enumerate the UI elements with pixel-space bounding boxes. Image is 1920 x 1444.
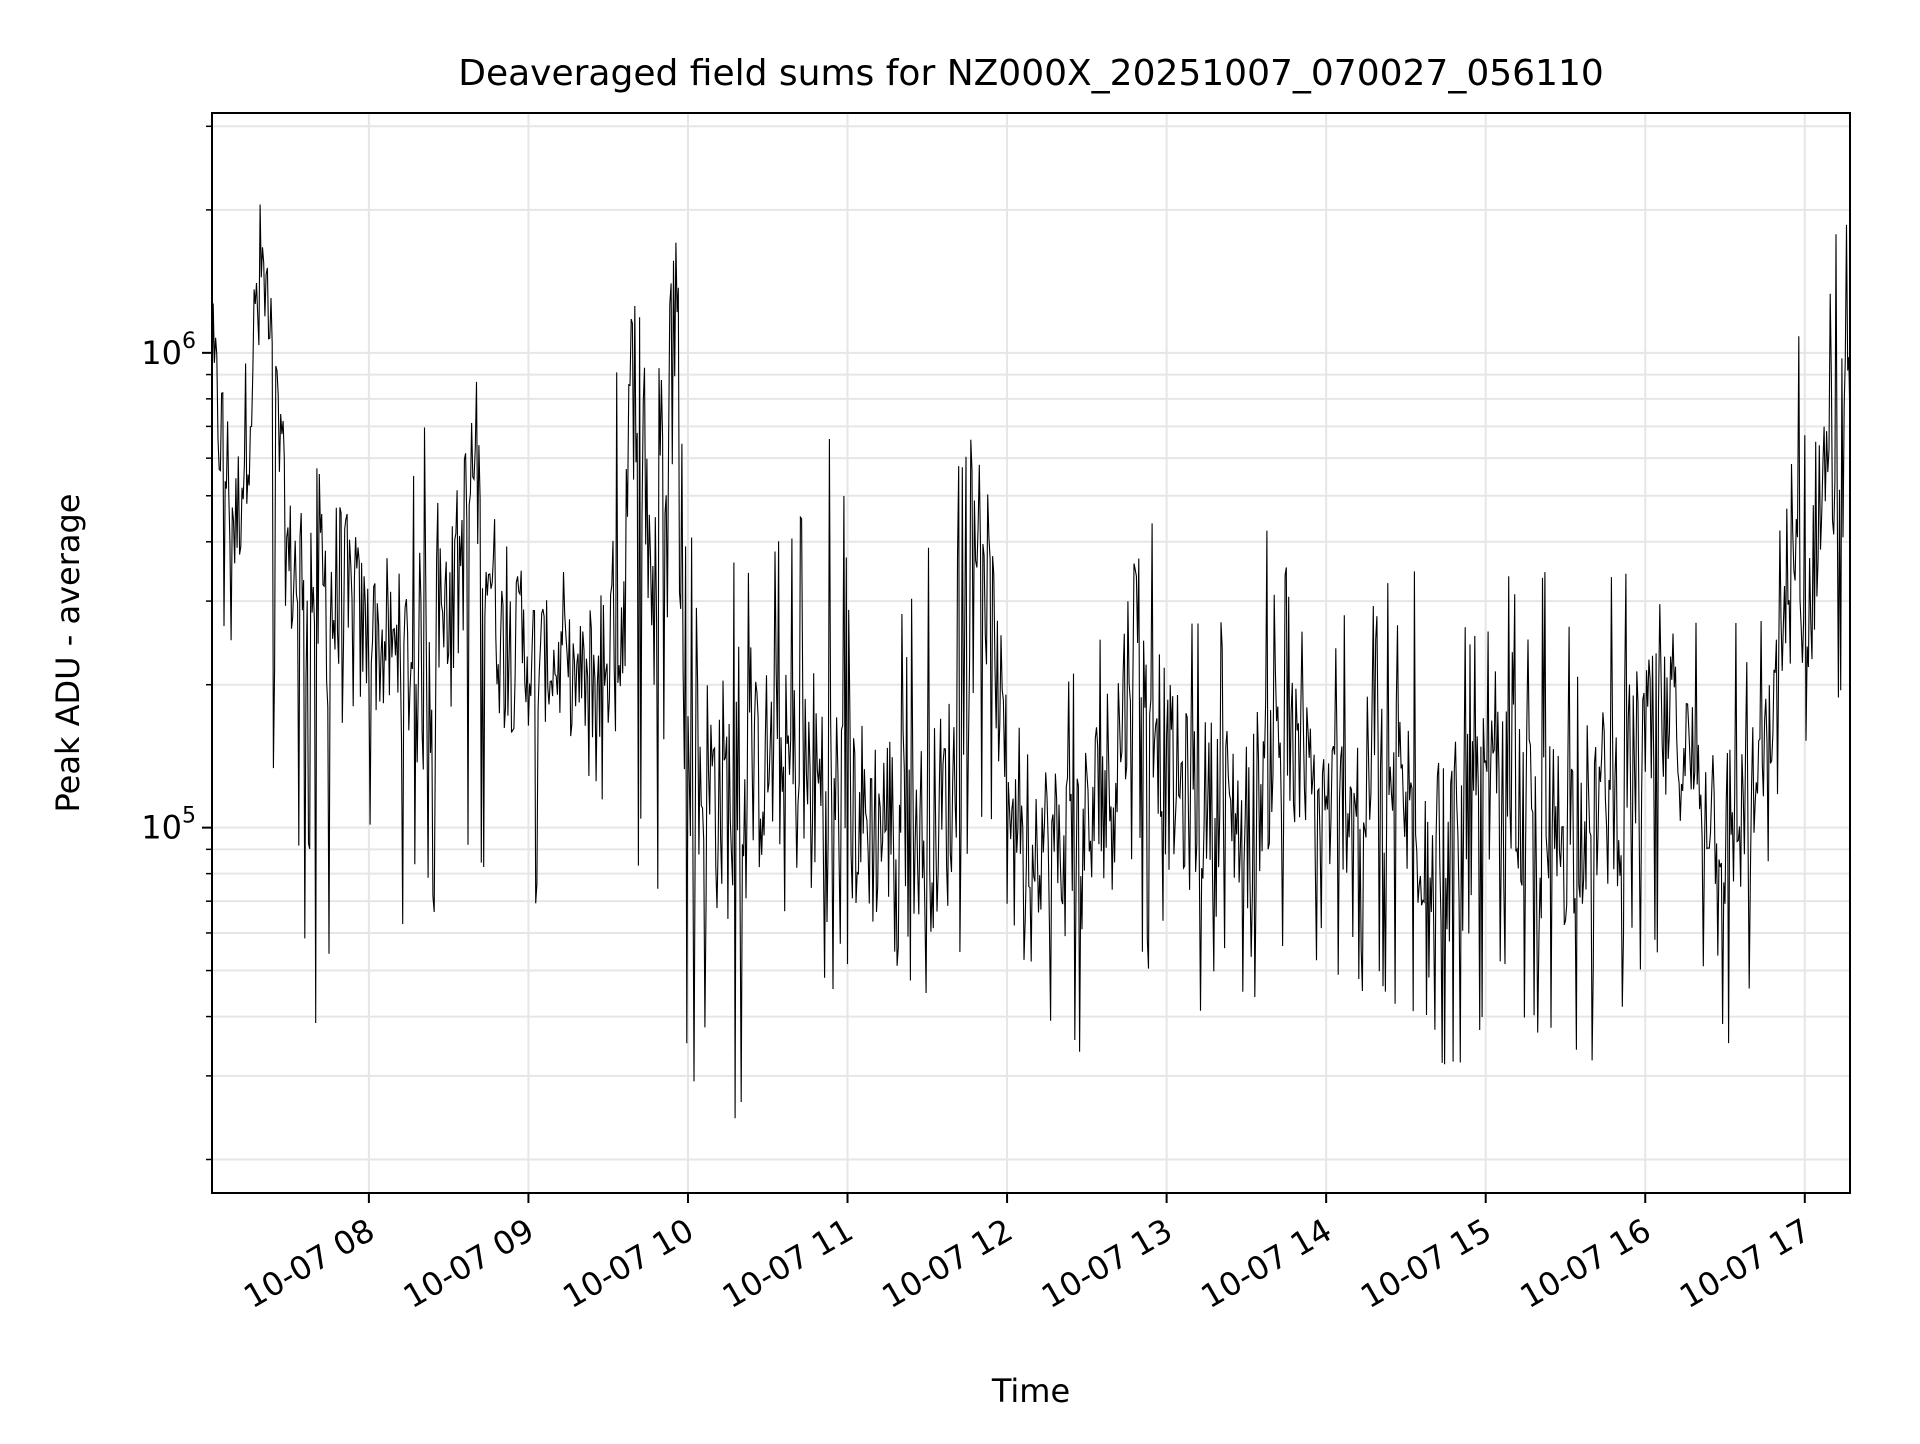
series-layer bbox=[212, 204, 1850, 1119]
chart-title: Deaveraged field sums for NZ000X_2025100… bbox=[458, 53, 1604, 94]
plot-frame bbox=[211, 112, 1851, 1194]
y-axis-label: Peak ADU - average bbox=[49, 494, 87, 813]
y-tick-label: 106 bbox=[141, 329, 196, 372]
series-line-0 bbox=[212, 204, 1850, 1119]
y-axis-ticks: 105 106 bbox=[141, 125, 212, 1161]
x-axis-label: Time bbox=[991, 1372, 1070, 1410]
y-tick-label: 105 bbox=[141, 804, 196, 847]
